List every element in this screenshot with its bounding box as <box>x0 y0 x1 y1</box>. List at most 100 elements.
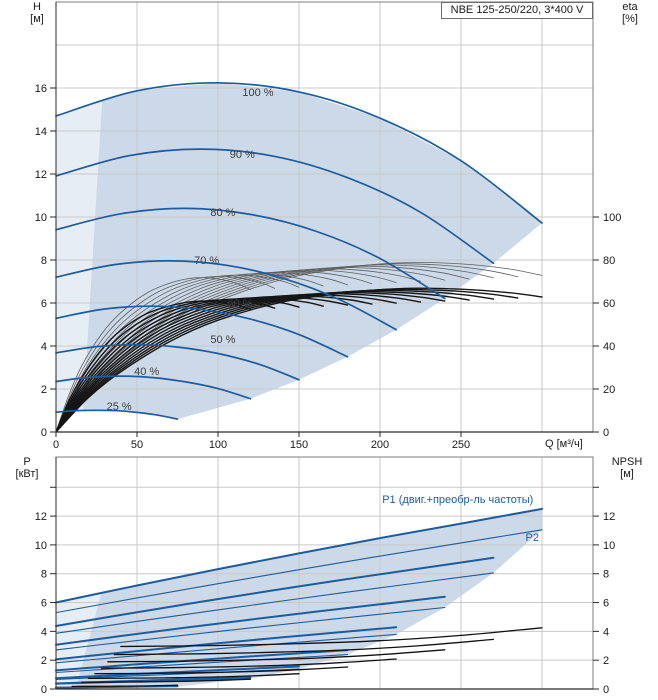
eta-curve-total <box>55 292 422 433</box>
npsh-curve <box>113 638 495 656</box>
svg-text:0: 0 <box>41 427 47 439</box>
power-ticks: 0 2 4 6 8 10 12 0 2 4 6 8 10 12 <box>35 486 615 696</box>
eta-curves <box>55 261 543 433</box>
svg-text:16: 16 <box>35 83 47 95</box>
npsh-axis-symbol: NPSH <box>611 456 643 468</box>
svg-text:8: 8 <box>603 569 609 581</box>
svg-text:0: 0 <box>603 684 609 696</box>
p2-curve <box>55 685 179 689</box>
npsh-curve <box>94 666 349 675</box>
operating-range-fill <box>75 82 543 420</box>
head-ticks: 0 2 4 6 8 10 12 14 16 0 20 40 60 80 100 0 50 100 150 200 250 <box>35 83 622 451</box>
head-curves <box>55 81 543 420</box>
p1-curve-label: P1 (двиг.+преобр-ль частоты) <box>382 494 534 507</box>
eta-curve-total <box>55 288 519 433</box>
eta-curve-total <box>55 295 373 433</box>
p2-curve-label: P2 <box>525 531 539 544</box>
eta-curve-pump <box>55 275 276 433</box>
head-curve-70 <box>55 260 398 331</box>
power-grid <box>56 457 593 689</box>
p2-curve <box>55 654 349 674</box>
head-curve-90 <box>55 148 495 265</box>
eta-curve-total <box>55 300 252 433</box>
eta-curve-pump <box>55 273 324 433</box>
power-range-fill <box>75 508 543 689</box>
svg-text:20: 20 <box>603 384 615 396</box>
npsh-axis-units: [м] <box>620 468 634 480</box>
speed-label-100: 100 % <box>242 86 274 99</box>
head-axis-units: [м] <box>30 13 44 25</box>
svg-text:10: 10 <box>603 540 615 552</box>
power-axis-symbol: P <box>23 456 31 468</box>
eta-curve-total <box>55 287 543 433</box>
speed-label-60: 60 % <box>227 298 253 311</box>
head-curve-50 <box>55 343 300 381</box>
head-curve-25 <box>55 409 179 420</box>
power-chart: 0 2 4 6 8 10 12 0 2 4 6 8 10 12 <box>35 456 615 696</box>
svg-text:150: 150 <box>290 439 308 451</box>
speed-label-40: 40 % <box>134 366 160 379</box>
p1-curve <box>55 665 300 680</box>
power-axis-units: [кВт] <box>15 468 39 480</box>
eta-curve-pump <box>55 261 543 433</box>
svg-text:50: 50 <box>131 439 143 451</box>
svg-text:4: 4 <box>41 341 47 353</box>
p1-curve <box>55 595 446 646</box>
npsh-curve <box>120 627 543 648</box>
p2-curve <box>55 529 543 614</box>
svg-text:100: 100 <box>603 212 621 224</box>
eta-curve-total <box>55 296 349 433</box>
eta-curve-total <box>55 297 324 433</box>
svg-text:10: 10 <box>35 212 47 224</box>
svg-text:2: 2 <box>41 384 47 396</box>
head-curve-80 <box>55 207 446 300</box>
speed-label-50: 50 % <box>210 333 236 346</box>
svg-text:0: 0 <box>53 439 59 451</box>
svg-text:60: 60 <box>603 298 615 310</box>
svg-text:6: 6 <box>41 598 47 610</box>
svg-text:250: 250 <box>452 439 470 451</box>
speed-label-90: 90 % <box>229 149 255 162</box>
speed-label-25: 25 % <box>106 400 132 413</box>
p1-curve <box>55 556 495 627</box>
svg-text:100: 100 <box>209 439 227 451</box>
eta-curve-total <box>55 290 470 433</box>
eta-axis-units: [%] <box>622 13 638 25</box>
svg-text:40: 40 <box>603 341 615 353</box>
operating-range-low-flow-fill <box>56 99 103 413</box>
p2-curve <box>55 633 397 664</box>
p1-curve <box>55 507 543 604</box>
speed-label-70: 70 % <box>194 255 220 268</box>
p2-curve <box>55 606 446 651</box>
svg-text:2: 2 <box>41 655 47 667</box>
svg-text:6: 6 <box>41 298 47 310</box>
npsh-axis-unit: NPSH [м] <box>600 456 654 480</box>
npsh-curve <box>81 678 252 683</box>
eta-axis-unit: eta [%] <box>612 1 648 25</box>
svg-text:14: 14 <box>35 126 47 138</box>
svg-text:12: 12 <box>603 511 615 523</box>
head-curve-40 <box>55 375 252 400</box>
p1-curve <box>55 626 398 661</box>
svg-text:4: 4 <box>603 626 609 638</box>
eta-axis-symbol: eta <box>622 1 638 13</box>
svg-text:0: 0 <box>603 427 609 439</box>
svg-text:4: 4 <box>41 626 47 638</box>
eta-curve-pump <box>55 270 373 433</box>
npsh-curve <box>87 673 300 680</box>
head-curve-60 <box>55 305 349 358</box>
svg-text:12: 12 <box>35 511 47 523</box>
npsh-curve <box>71 684 179 687</box>
svg-text:8: 8 <box>41 569 47 581</box>
svg-text:6: 6 <box>603 598 609 610</box>
npsh-curve <box>107 649 446 663</box>
npsh-curve <box>100 658 397 669</box>
flow-axis-label: Q [м³/ч] <box>545 438 583 450</box>
p1-curve <box>55 649 349 672</box>
npsh-curves <box>71 627 543 687</box>
eta-curve-pump <box>55 277 251 433</box>
svg-text:0: 0 <box>41 684 47 696</box>
pump-title-box: NBE 125-250/220, 3*400 V <box>441 2 593 19</box>
